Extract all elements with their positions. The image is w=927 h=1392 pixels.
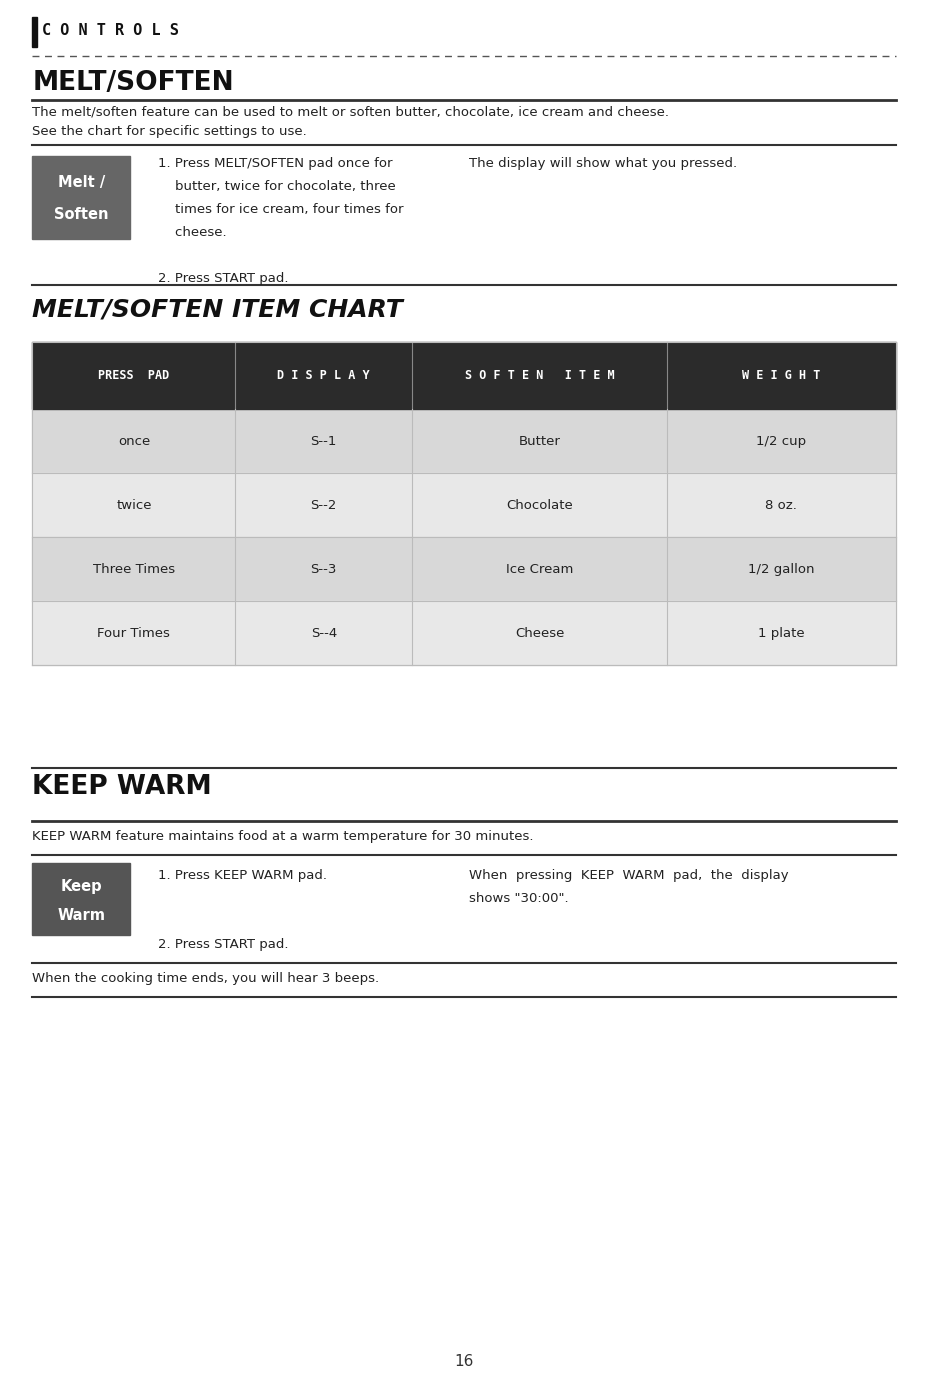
Text: butter, twice for chocolate, three: butter, twice for chocolate, three <box>158 180 395 193</box>
Text: S O F T E N   I T E M: S O F T E N I T E M <box>464 369 614 383</box>
Text: Ice Cream: Ice Cream <box>505 562 573 576</box>
Text: MELT/SOFTEN: MELT/SOFTEN <box>32 70 234 96</box>
Text: S--1: S--1 <box>311 434 337 448</box>
Bar <box>32 342 895 409</box>
Text: When the cooking time ends, you will hear 3 beeps.: When the cooking time ends, you will hea… <box>32 972 379 984</box>
Text: times for ice cream, four times for: times for ice cream, four times for <box>158 203 403 216</box>
Text: The display will show what you pressed.: The display will show what you pressed. <box>468 157 736 170</box>
Bar <box>32 863 130 935</box>
Bar <box>32 17 37 47</box>
Text: D I S P L A Y: D I S P L A Y <box>277 369 370 383</box>
Text: S--2: S--2 <box>311 498 337 512</box>
Text: Cheese: Cheese <box>514 626 564 640</box>
Text: S--3: S--3 <box>311 562 337 576</box>
Text: When  pressing  KEEP  WARM  pad,  the  display: When pressing KEEP WARM pad, the display <box>468 869 787 881</box>
Text: 16: 16 <box>454 1354 473 1368</box>
Bar <box>32 537 895 601</box>
Bar <box>32 601 895 665</box>
Bar <box>32 409 895 473</box>
Text: S--4: S--4 <box>311 626 337 640</box>
Text: The melt/soften feature can be used to melt or soften butter, chocolate, ice cre: The melt/soften feature can be used to m… <box>32 106 668 118</box>
Text: Melt /: Melt / <box>57 175 105 191</box>
Text: C O N T R O L S: C O N T R O L S <box>42 24 178 38</box>
Text: 1. Press MELT/SOFTEN pad once for: 1. Press MELT/SOFTEN pad once for <box>158 157 392 170</box>
Text: PRESS  PAD: PRESS PAD <box>98 369 170 383</box>
Text: KEEP WARM feature maintains food at a warm temperature for 30 minutes.: KEEP WARM feature maintains food at a wa… <box>32 830 533 842</box>
Text: shows "30:00".: shows "30:00". <box>468 892 567 905</box>
Text: Soften: Soften <box>54 207 108 221</box>
Bar <box>32 473 895 537</box>
Text: cheese.: cheese. <box>158 227 226 239</box>
Text: 1. Press KEEP WARM pad.: 1. Press KEEP WARM pad. <box>158 869 326 881</box>
Text: once: once <box>118 434 150 448</box>
Text: Three Times: Three Times <box>93 562 175 576</box>
Text: Keep: Keep <box>60 878 102 894</box>
Text: 8 oz.: 8 oz. <box>765 498 796 512</box>
Text: twice: twice <box>116 498 151 512</box>
Text: 2. Press START pad.: 2. Press START pad. <box>158 938 288 951</box>
Text: Warm: Warm <box>57 908 105 923</box>
Text: Chocolate: Chocolate <box>505 498 572 512</box>
Text: 2. Press START pad.: 2. Press START pad. <box>158 273 288 285</box>
Text: 1/2 cup: 1/2 cup <box>756 434 806 448</box>
Bar <box>32 156 130 239</box>
Text: See the chart for specific settings to use.: See the chart for specific settings to u… <box>32 125 307 138</box>
Text: 1/2 gallon: 1/2 gallon <box>747 562 814 576</box>
Text: Butter: Butter <box>518 434 560 448</box>
Text: 1 plate: 1 plate <box>757 626 804 640</box>
Text: MELT/SOFTEN ITEM CHART: MELT/SOFTEN ITEM CHART <box>32 298 403 322</box>
Text: KEEP WARM: KEEP WARM <box>32 774 212 800</box>
Text: Four Times: Four Times <box>97 626 171 640</box>
Text: W E I G H T: W E I G H T <box>742 369 819 383</box>
